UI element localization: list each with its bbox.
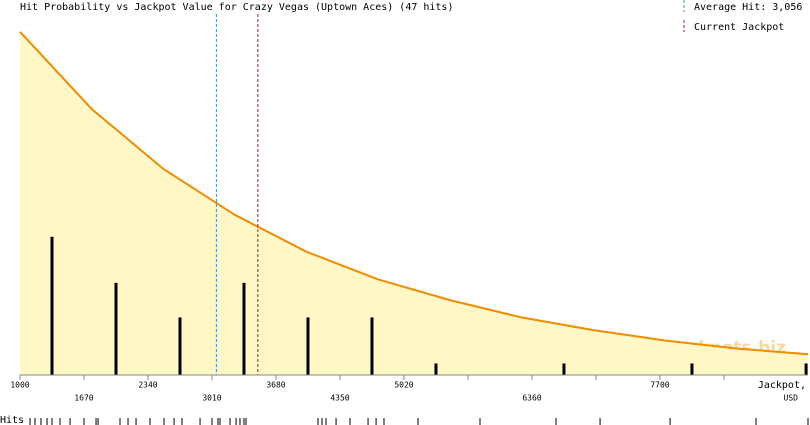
bar	[370, 317, 374, 375]
x-tick-label: 7700	[650, 381, 669, 390]
bar	[242, 282, 246, 375]
bar	[114, 282, 118, 375]
bar	[434, 363, 438, 375]
bar	[804, 363, 808, 375]
curve-area	[20, 31, 808, 375]
legend-average: Average Hit: 3,056	[694, 2, 802, 13]
legend-current: Current Jackpot	[694, 22, 784, 33]
hits-label: Hits	[0, 415, 24, 425]
x-axis-unit: USD	[784, 394, 799, 403]
x-tick-label: 6360	[522, 394, 541, 403]
x-tick-label: 1000	[10, 381, 29, 390]
chart-title: Hit Probability vs Jackpot Value for Cra…	[20, 2, 453, 13]
x-tick-label: 4350	[330, 394, 349, 403]
bar	[178, 317, 182, 375]
bar	[562, 363, 566, 375]
curve-line	[19, 31, 809, 356]
x-tick-label: 1670	[74, 394, 93, 403]
bar	[50, 236, 54, 375]
bar	[690, 363, 694, 375]
x-tick-label: 5020	[394, 381, 413, 390]
x-axis-label: Jackpot,	[758, 380, 806, 391]
bar	[306, 317, 310, 375]
x-tick-label: 2340	[138, 381, 157, 390]
x-tick-label: 3680	[266, 381, 285, 390]
x-tick-label: 3010	[202, 394, 221, 403]
